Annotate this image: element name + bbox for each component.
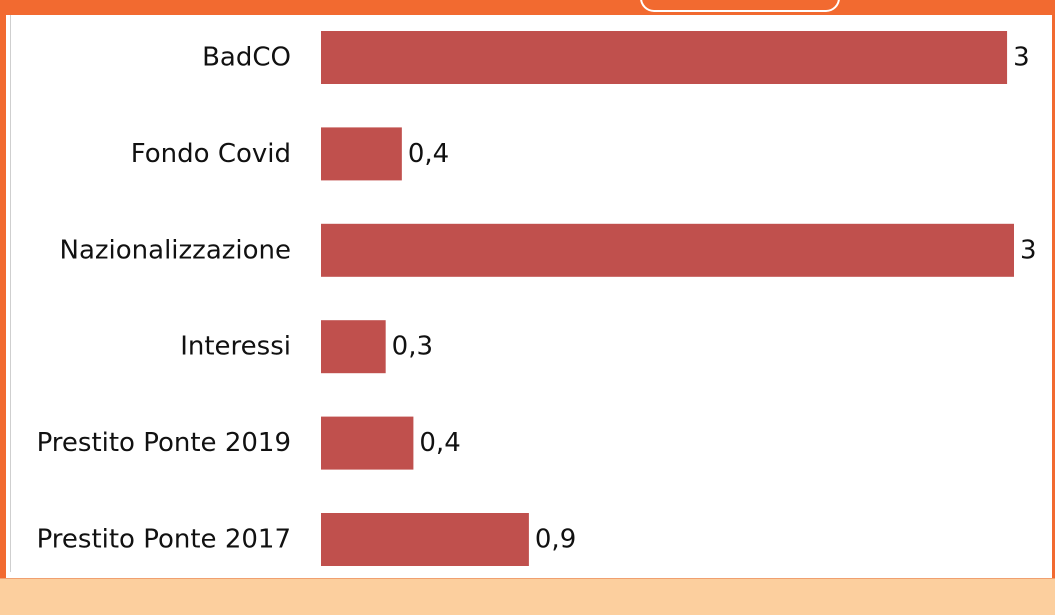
top-banner [0,0,1055,15]
category-label-1: Fondo Covid [131,139,291,169]
category-label-4: Prestito Ponte 2019 [37,428,291,458]
category-label-5: Prestito Ponte 2017 [37,525,291,555]
value-label-3: 0,3 [392,332,433,362]
bar-1 [321,127,402,181]
footer-bar [0,578,1055,615]
bar-4 [321,416,414,470]
value-label-4: 0,4 [419,428,460,458]
value-label-1: 0,4 [408,139,449,169]
category-label-0: BadCO [202,43,291,73]
value-label-2: 3 [1020,235,1037,265]
value-label-5: 0,9 [535,525,576,555]
bar-3 [321,320,386,374]
value-label-0: 3 [1013,43,1030,73]
bar-5 [321,513,529,566]
plot-area-border [10,15,11,572]
right-frame-border [1052,15,1055,580]
left-frame-border [0,15,6,580]
bar-2 [321,223,1014,277]
category-label-2: Nazionalizzazione [60,235,292,265]
bar-0 [321,31,1008,84]
category-label-3: Interessi [180,332,291,362]
